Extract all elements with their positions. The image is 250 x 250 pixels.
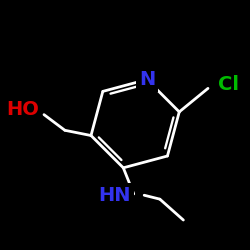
Text: HN: HN bbox=[99, 186, 131, 205]
Text: Cl: Cl bbox=[218, 75, 240, 94]
Text: N: N bbox=[139, 70, 155, 89]
Text: HO: HO bbox=[6, 100, 39, 119]
